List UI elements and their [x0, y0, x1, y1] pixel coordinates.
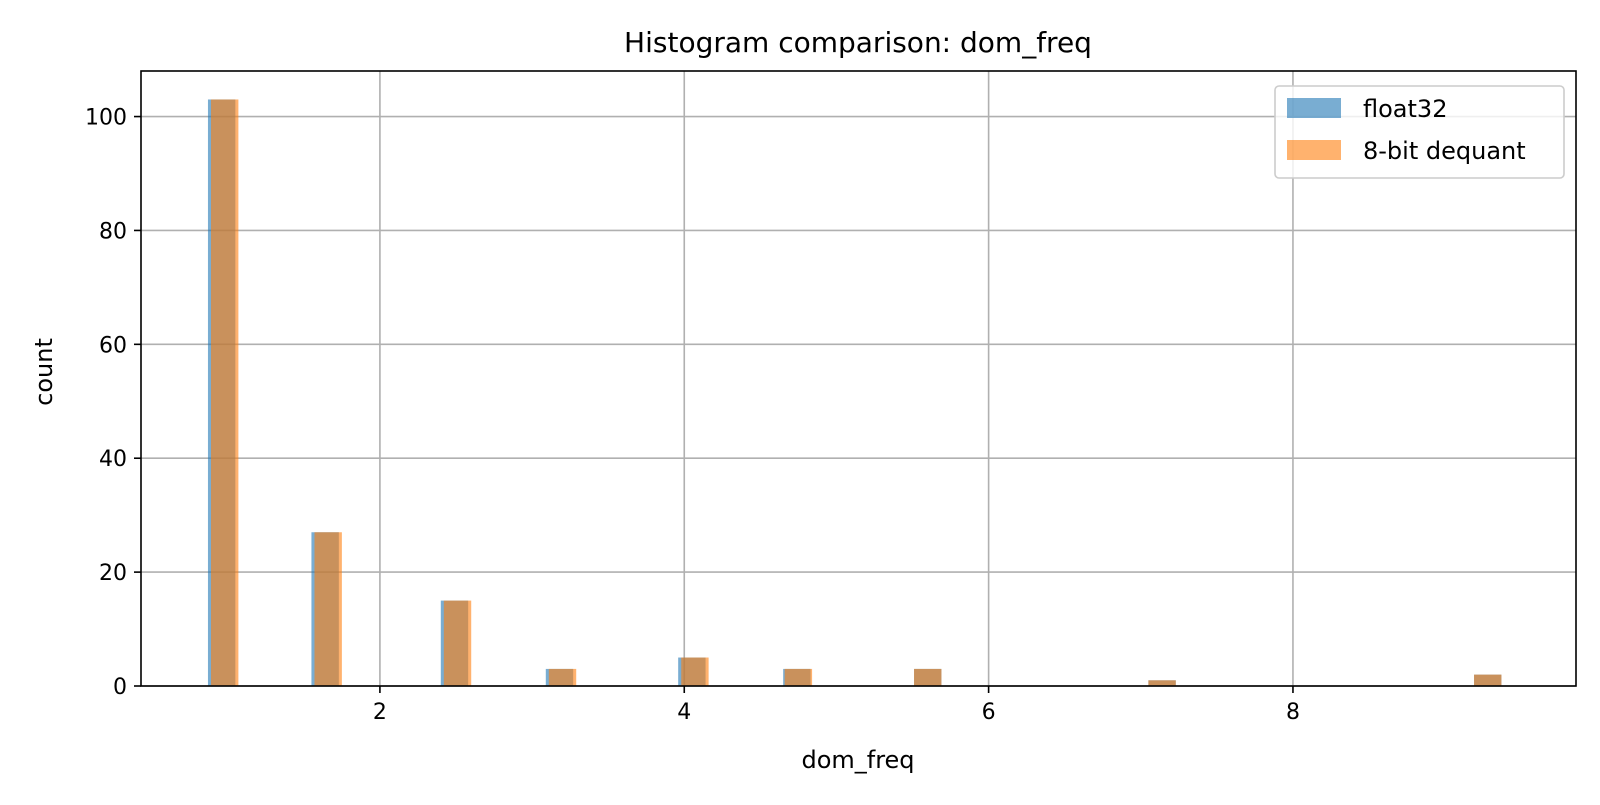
- y-tick-label: 40: [99, 447, 127, 472]
- bar-8bit-dequant: [681, 657, 709, 686]
- bar-8bit-dequant: [784, 668, 813, 686]
- legend-box: [1274, 85, 1565, 179]
- x-tick-label: 8: [1286, 700, 1300, 725]
- x-tick-label: 6: [982, 700, 996, 725]
- legend-swatch: [1287, 140, 1341, 160]
- x-tick-label: 2: [373, 700, 387, 725]
- bar-8bit-dequant: [314, 532, 342, 686]
- y-tick-label: 20: [99, 561, 127, 586]
- x-axis-label: dom_freq: [801, 746, 914, 774]
- chart-title: Histogram comparison: dom_freq: [624, 26, 1092, 59]
- bar-8bit-dequant: [1148, 680, 1176, 686]
- y-tick-label: 100: [85, 106, 127, 131]
- bar-8bit-dequant: [211, 99, 239, 686]
- x-tick-label: 4: [677, 700, 691, 725]
- bar-8bit-dequant: [1474, 674, 1502, 686]
- legend: float32 8-bit dequant: [1274, 85, 1565, 179]
- bar-8bit-dequant: [443, 600, 472, 686]
- y-tick-label: 80: [99, 219, 127, 244]
- y-tick-label: 0: [113, 675, 127, 700]
- legend-label: 8-bit dequant: [1363, 137, 1526, 165]
- y-axis-label: count: [30, 338, 58, 406]
- y-tick-label: 60: [99, 333, 127, 358]
- bar-8bit-dequant: [914, 668, 942, 686]
- bars: [207, 99, 1502, 686]
- legend-label: float32: [1363, 95, 1447, 123]
- legend-swatch: [1287, 98, 1341, 118]
- plot-frame: [140, 70, 1577, 687]
- bar-8bit-dequant: [548, 668, 577, 686]
